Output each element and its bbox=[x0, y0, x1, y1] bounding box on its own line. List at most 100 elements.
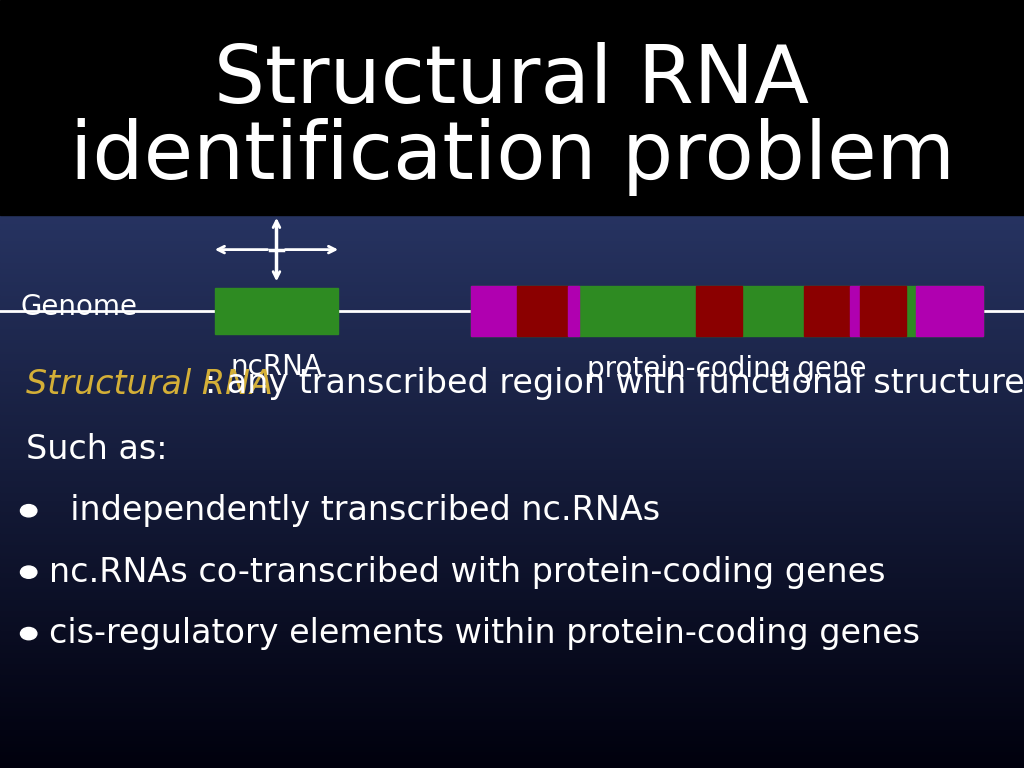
Bar bbox=[0, 377, 1024, 381]
Bar bbox=[0, 563, 1024, 566]
Bar bbox=[0, 643, 1024, 647]
Bar bbox=[0, 532, 1024, 536]
Bar bbox=[0, 660, 1024, 663]
Bar bbox=[0, 214, 1024, 218]
Bar bbox=[0, 596, 1024, 599]
Bar bbox=[0, 253, 1024, 257]
Bar bbox=[0, 723, 1024, 727]
Bar bbox=[0, 541, 1024, 544]
Bar bbox=[0, 753, 1024, 757]
Text: protein-coding gene: protein-coding gene bbox=[588, 355, 866, 382]
Bar bbox=[0, 515, 1024, 519]
Bar bbox=[0, 402, 1024, 406]
Bar bbox=[0, 294, 1024, 298]
Bar bbox=[0, 535, 1024, 538]
Bar bbox=[0, 494, 1024, 497]
Bar bbox=[0, 734, 1024, 737]
Bar bbox=[0, 551, 1024, 555]
Bar bbox=[0, 690, 1024, 694]
Bar bbox=[0, 667, 1024, 671]
Bar bbox=[0, 472, 1024, 475]
Bar bbox=[0, 292, 1024, 295]
Bar bbox=[0, 250, 1024, 253]
Bar bbox=[0, 358, 1024, 362]
Bar bbox=[0, 621, 1024, 624]
Bar bbox=[0, 604, 1024, 607]
Bar bbox=[804, 286, 850, 336]
Bar bbox=[471, 286, 517, 336]
Bar bbox=[0, 328, 1024, 331]
Bar bbox=[0, 518, 1024, 522]
Bar bbox=[0, 571, 1024, 574]
Bar bbox=[0, 399, 1024, 403]
Bar bbox=[0, 220, 1024, 223]
Bar bbox=[0, 217, 1024, 220]
Bar bbox=[0, 452, 1024, 455]
Bar bbox=[0, 303, 1024, 306]
Bar bbox=[0, 593, 1024, 597]
Bar bbox=[0, 764, 1024, 768]
Bar bbox=[0, 508, 1024, 511]
Bar bbox=[0, 502, 1024, 505]
Bar bbox=[517, 286, 568, 336]
Bar bbox=[0, 582, 1024, 585]
Bar bbox=[0, 286, 1024, 290]
Bar bbox=[0, 380, 1024, 384]
Bar bbox=[0, 353, 1024, 356]
Bar bbox=[0, 261, 1024, 265]
Bar bbox=[0, 339, 1024, 343]
Text: Structural RNA: Structural RNA bbox=[26, 368, 272, 400]
Bar bbox=[0, 624, 1024, 627]
Bar bbox=[0, 239, 1024, 243]
Bar bbox=[0, 391, 1024, 395]
Bar bbox=[0, 698, 1024, 702]
Bar bbox=[0, 584, 1024, 588]
Bar bbox=[0, 634, 1024, 638]
Bar bbox=[0, 242, 1024, 246]
Bar bbox=[860, 286, 906, 336]
Bar bbox=[0, 646, 1024, 649]
Bar bbox=[0, 419, 1024, 422]
Bar bbox=[0, 273, 1024, 276]
Bar bbox=[0, 325, 1024, 329]
Bar bbox=[0, 715, 1024, 718]
Bar bbox=[0, 662, 1024, 666]
Bar bbox=[0, 411, 1024, 414]
Bar bbox=[0, 731, 1024, 735]
Bar bbox=[0, 560, 1024, 564]
Bar bbox=[0, 588, 1024, 591]
Bar bbox=[0, 521, 1024, 525]
Bar bbox=[0, 458, 1024, 461]
Text: nc.RNAs co-transcribed with protein-coding genes: nc.RNAs co-transcribed with protein-codi… bbox=[49, 556, 886, 588]
Bar bbox=[0, 308, 1024, 312]
Bar bbox=[0, 488, 1024, 492]
Bar bbox=[0, 648, 1024, 652]
Bar bbox=[0, 513, 1024, 516]
Bar bbox=[0, 278, 1024, 281]
Bar bbox=[0, 681, 1024, 685]
Bar bbox=[0, 256, 1024, 260]
Bar bbox=[0, 615, 1024, 619]
Bar bbox=[0, 280, 1024, 284]
Bar bbox=[0, 756, 1024, 760]
Text: Such as:: Such as: bbox=[26, 433, 167, 465]
Circle shape bbox=[20, 505, 37, 517]
Bar bbox=[0, 701, 1024, 704]
Bar bbox=[0, 314, 1024, 317]
Bar bbox=[0, 665, 1024, 668]
Bar bbox=[0, 679, 1024, 682]
Bar bbox=[0, 389, 1024, 392]
Bar bbox=[850, 286, 860, 336]
Bar bbox=[0, 693, 1024, 696]
Bar bbox=[0, 422, 1024, 425]
Bar bbox=[0, 361, 1024, 364]
Bar bbox=[0, 538, 1024, 541]
Bar bbox=[0, 264, 1024, 267]
Bar bbox=[0, 607, 1024, 611]
Circle shape bbox=[20, 627, 37, 640]
Bar bbox=[0, 626, 1024, 630]
Bar bbox=[0, 394, 1024, 398]
Bar bbox=[0, 598, 1024, 602]
Bar bbox=[0, 759, 1024, 763]
Bar bbox=[0, 676, 1024, 680]
